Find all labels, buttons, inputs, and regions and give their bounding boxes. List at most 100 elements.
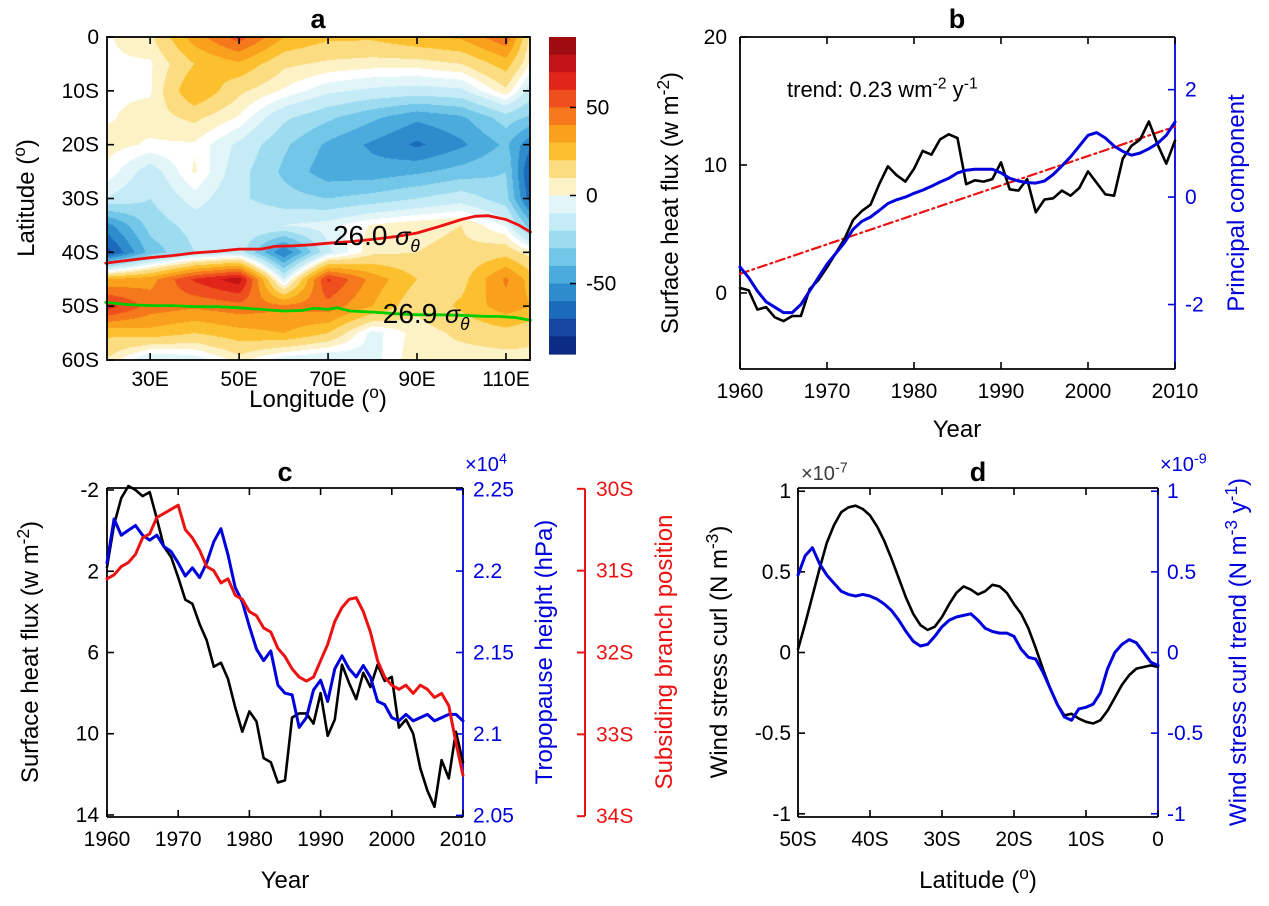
curve-surface-heat-flux [105,484,465,809]
panel-c: 1960 1970 1980 1990 2000 2010 -2 2 6 10 14 2.25 2.2 2… [13,451,514,851]
tick-label: 30E [131,368,168,391]
blue-axis-multiplier: ×104 [465,451,507,476]
curve-wind-stress-curl [796,504,1160,725]
tick-label: 50S [62,295,99,318]
tick-label: 30S [923,828,960,851]
tick-label: 10 [76,723,99,746]
tick-label: 0 [87,26,99,49]
panel-b-xlabel: Year [933,416,982,443]
tick-label: 1990 [297,828,344,851]
colorbar-band [549,72,576,91]
tick-label: 60S [62,349,99,372]
tick-label: -2 [1185,294,1204,317]
colorbar-band [549,54,576,73]
tick-label: 50S [779,828,816,851]
panel-d-title: d [970,457,987,487]
tick-label: 32S [596,642,633,665]
tick-label: 31S [596,560,633,583]
tick-label: 90E [398,368,435,391]
tick-label: 20 [704,26,727,49]
curve-subsiding-branch-position [105,503,465,777]
panel-a-ylabel: Latitude (o) [9,139,40,257]
tick-label: 20S [995,828,1032,851]
tick-label: 0 [1152,828,1164,851]
colorbar-band [549,160,576,179]
colorbar-band [549,301,576,320]
panel-a-box [106,36,531,361]
tick-label: 2000 [368,828,415,851]
contour-isopycnal-26.9 [104,300,532,322]
colorbar-band [549,213,576,232]
colorbar-band [549,142,576,161]
tick-label: 0 [715,282,727,305]
tick-label: 2 [1185,79,1197,102]
tick-label: 1960 [84,828,131,851]
tick-label: 1 [1167,480,1179,503]
tick-label: 2.25 [473,479,514,502]
trend-line [738,125,1177,275]
colorbar-band [549,248,576,267]
curve-principal-component [738,120,1177,315]
colorbar-band [549,37,576,56]
colorbar-band [549,177,576,197]
panel-d-right-ylabel: Wind stress curl trend (N m-3 y-1) [1221,478,1252,826]
red-axis: 30S 31S 32S 33S 34S [577,478,633,828]
panel-b-left-ylabel: Surface heat flux (w m-2) [653,72,684,334]
panel-c-blue-ylabel: Tropopause height (hPa) [531,520,558,785]
panel-a-title: a [310,4,326,34]
panel-d-xlabel: Latitude (o) [919,863,1037,894]
colorbar-band [549,89,576,109]
contour-label-isopycnal-26.0: 26.0 σθ [333,220,420,256]
panel-c-xlabel: Year [261,867,310,894]
panel-c-red-ylabel: Subsiding branch position [651,515,678,790]
colorbar-tick-label: 0 [586,185,598,208]
colorbar-tick-label: -50 [586,273,616,296]
tick-label: 10S [62,80,99,103]
tick-label: 50E [220,368,257,391]
curve-tropopause-height [105,517,465,729]
colorbar-band [549,230,576,249]
panel-b: 1960 1970 1980 1990 2000 2010 0 10 20 -2 0 2 trend: … [653,26,1204,403]
tick-label: 33S [596,723,633,746]
tick-label: 1970 [804,380,851,403]
tick-label: 1990 [978,380,1025,403]
tick-label: 2000 [1065,380,1112,403]
tick-label: 20S [62,134,99,157]
tick-label: -0.5 [755,722,791,745]
tick-label: 6 [87,642,99,665]
tick-label: 0.5 [762,561,791,584]
tick-label: 10 [704,154,727,177]
panel-b-right-ylabel: Principal component [1223,94,1250,312]
tick-label: 1970 [155,828,202,851]
panel-c-title: c [277,457,292,487]
tick-label: 1960 [717,380,764,403]
tick-label: 40S [62,241,99,264]
panel-a: 26.0 σθ 26.9 σθ 30E 50E 70E 90E 110E 0 10S 20S 30S… [9,26,532,413]
colorbar-band [549,125,576,144]
tick-label: 10S [1067,828,1104,851]
tick-label: 2 [87,560,99,583]
tick-label: 0.5 [1167,561,1196,584]
tick-label: -1 [1167,803,1186,826]
colorbar-tick-label: 50 [586,96,609,119]
panel-a-xlabel: Longitude (o) [249,382,387,413]
tick-label: 2.15 [473,642,514,665]
colorbar-band [549,318,576,337]
tick-label: 2.05 [473,804,514,827]
tick-label: 2010 [1152,380,1199,403]
tick-label: 0 [1167,642,1179,665]
panel-d-left-ylabel: Wind stress curl (N m-3) [702,526,733,779]
tick-label: 1980 [226,828,273,851]
colorbar-band [549,195,576,214]
curve-surface-heat-flux [738,120,1177,323]
tick-label: -2 [80,479,99,502]
tick-label: 2010 [440,828,487,851]
tick-label: 1 [779,480,791,503]
tick-label: 2.1 [473,723,502,746]
tick-label: 1980 [891,380,938,403]
tick-label: 30S [62,188,99,211]
colorbar-band [549,107,576,126]
colorbar-band [549,283,576,302]
